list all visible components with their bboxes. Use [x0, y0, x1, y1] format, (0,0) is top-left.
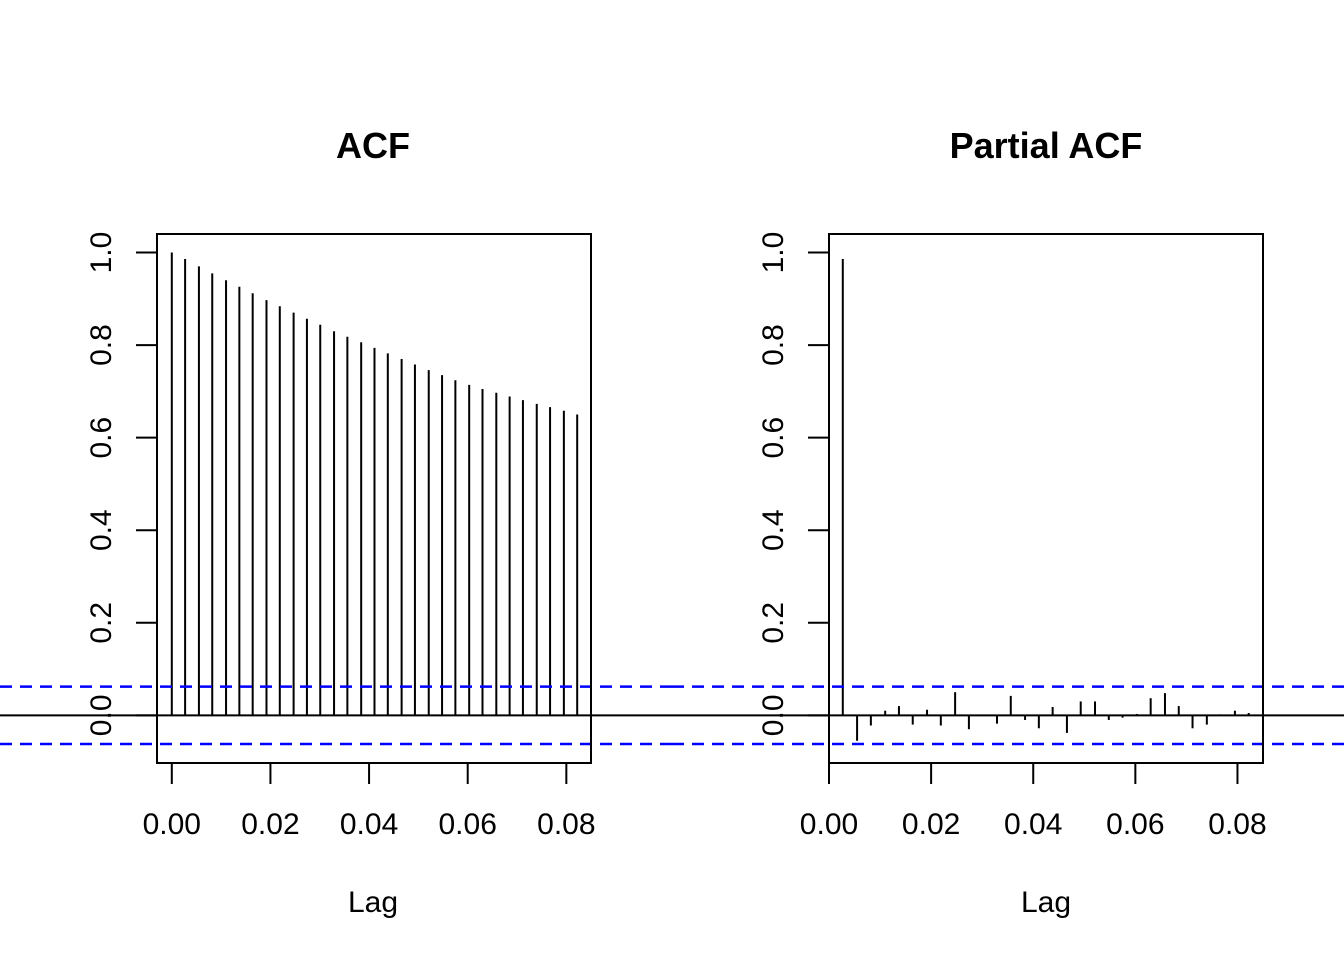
pacf-y-tick-label: 0.0	[757, 694, 790, 736]
pacf-y-tick-label: 0.6	[757, 417, 790, 459]
acf-y-tick-label: 0.8	[85, 324, 118, 366]
pacf-y-tick-label: 0.8	[757, 324, 790, 366]
pacf-x-tick-label: 0.08	[1208, 808, 1266, 841]
pacf-x-tick-label: 0.04	[1004, 808, 1062, 841]
acf-x-tick-label: 0.04	[340, 808, 398, 841]
pacf-x-tick-label: 0.06	[1106, 808, 1164, 841]
pacf-x-axis: 0.00 0.02 0.04 0.06 0.08	[800, 762, 1267, 841]
acf-y-tick-label: 0.4	[85, 509, 118, 551]
acf-x-tick-label: 0.02	[241, 808, 299, 841]
acf-x-tick-label: 0.06	[439, 808, 497, 841]
acf-title: ACF	[336, 125, 410, 166]
pacf-x-axis-label: Lag	[1021, 886, 1071, 919]
acf-y-tick-label: 1.0	[85, 232, 118, 274]
pacf-y-tick-label: 0.4	[757, 509, 790, 551]
pacf-y-axis: 0.0 0.2 0.4 0.6 0.8 1.0	[757, 232, 830, 736]
pacf-title: Partial ACF	[950, 125, 1143, 166]
acf-x-tick-label: 0.08	[537, 808, 595, 841]
acf-y-tick-label: 0.0	[85, 694, 118, 736]
acf-y-tick-label: 0.6	[85, 417, 118, 459]
pacf-panel: Partial ACF 0.00 0.02 0.04 0.06 0.08 0.00.20…	[672, 125, 1344, 919]
acf-panel: ACF 0.00 0.02 0.04 0.06 0.08 0.0 0.2 0.4 0.6 0.8…	[0, 125, 672, 919]
pacf-x-tick-label: 0.00	[800, 808, 858, 841]
acf-y-tick-label: 0.2	[85, 602, 118, 644]
pacf-y-tick-label: 1.0	[757, 232, 790, 274]
pacf-y-tick-label: 0.2	[757, 602, 790, 644]
acf-stems	[170, 252, 579, 716]
pacf-x-tick-label: 0.02	[902, 808, 960, 841]
acf-x-axis: 0.00 0.02 0.04 0.06 0.08	[143, 762, 596, 841]
acf-y-axis: 0.0 0.2 0.4 0.6 0.8 1.0	[85, 232, 158, 736]
acf-x-tick-label: 0.00	[143, 808, 201, 841]
acf-x-axis-label: Lag	[348, 886, 398, 919]
